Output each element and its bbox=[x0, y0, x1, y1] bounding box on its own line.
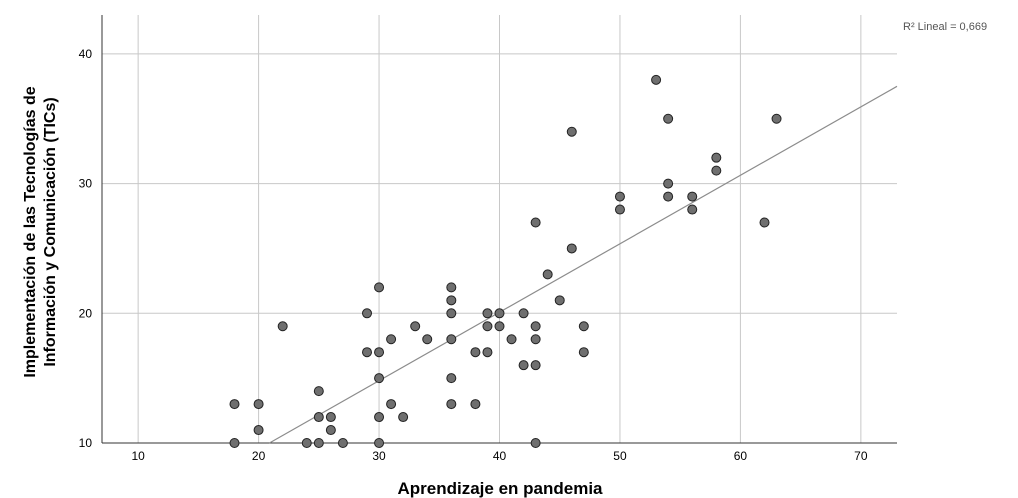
data-point bbox=[446, 334, 457, 345]
data-point bbox=[663, 113, 674, 124]
data-point bbox=[771, 113, 782, 124]
data-point bbox=[542, 269, 553, 280]
fit-line-group bbox=[269, 85, 898, 444]
y-axis-title: Implementación de las Tecnologías de Inf… bbox=[22, 86, 59, 377]
r2-label: R² Lineal = 0,669 bbox=[903, 21, 987, 33]
x-tick-label: 60 bbox=[734, 449, 748, 463]
data-point bbox=[386, 399, 397, 410]
data-point bbox=[578, 321, 589, 332]
y-axis-title-line-2: Información y Comunicación (TICs) bbox=[42, 97, 59, 366]
data-point bbox=[374, 347, 385, 358]
x-axis-title: Aprendizaje en pandemia bbox=[398, 479, 604, 498]
data-point bbox=[374, 438, 385, 448]
data-point bbox=[313, 412, 324, 423]
data-point bbox=[253, 399, 264, 410]
data-point bbox=[482, 347, 493, 358]
data-point bbox=[687, 204, 698, 215]
data-point bbox=[398, 412, 409, 423]
data-point bbox=[578, 347, 589, 358]
data-point bbox=[482, 321, 493, 332]
x-tick-label: 40 bbox=[493, 449, 507, 463]
y-tick-label: 40 bbox=[79, 47, 93, 61]
data-point bbox=[325, 425, 336, 436]
data-point bbox=[494, 321, 505, 332]
data-point bbox=[651, 74, 662, 85]
y-tick-label: 10 bbox=[79, 436, 93, 450]
data-point bbox=[530, 334, 541, 345]
data-point bbox=[494, 308, 505, 319]
data-point bbox=[374, 282, 385, 293]
data-point bbox=[687, 191, 698, 202]
data-point bbox=[446, 295, 457, 306]
data-point bbox=[386, 334, 397, 345]
data-point bbox=[325, 412, 336, 423]
x-tick-label: 70 bbox=[854, 449, 868, 463]
data-point bbox=[518, 360, 529, 371]
data-point bbox=[566, 126, 577, 137]
data-points bbox=[229, 74, 782, 448]
tick-labels: 10 20 30 40 50 60 70 10 20 30 40 bbox=[79, 47, 868, 463]
data-point bbox=[506, 334, 517, 345]
data-point bbox=[530, 321, 541, 332]
data-point bbox=[530, 217, 541, 228]
data-point bbox=[614, 191, 625, 202]
data-point bbox=[711, 152, 722, 163]
x-tick-label: 30 bbox=[372, 449, 386, 463]
y-tick-label: 20 bbox=[79, 306, 93, 320]
data-point bbox=[530, 360, 541, 371]
data-point bbox=[277, 321, 288, 332]
x-tick-label: 20 bbox=[252, 449, 266, 463]
fit-line bbox=[269, 85, 898, 444]
data-point bbox=[362, 308, 372, 319]
data-point bbox=[759, 217, 770, 228]
data-point bbox=[470, 399, 481, 410]
y-axis-title-line-1: Implementación de las Tecnologías de bbox=[22, 86, 39, 377]
data-point bbox=[229, 438, 240, 448]
data-point bbox=[663, 191, 674, 202]
data-point bbox=[337, 438, 348, 448]
data-point bbox=[518, 308, 529, 319]
grid bbox=[102, 15, 897, 444]
data-point bbox=[663, 178, 674, 189]
data-point bbox=[446, 399, 457, 410]
data-point bbox=[253, 425, 264, 436]
data-point bbox=[470, 347, 481, 358]
y-tick-label: 30 bbox=[79, 177, 93, 191]
data-point bbox=[301, 438, 312, 448]
data-point bbox=[446, 308, 457, 319]
data-point bbox=[229, 399, 240, 410]
data-point bbox=[374, 412, 385, 423]
data-point bbox=[313, 438, 324, 448]
data-point bbox=[446, 373, 457, 384]
data-point bbox=[410, 321, 421, 332]
data-point bbox=[482, 308, 493, 319]
data-point bbox=[422, 334, 433, 345]
data-point bbox=[614, 204, 625, 215]
data-point bbox=[530, 438, 541, 448]
data-point bbox=[362, 347, 372, 358]
x-tick-label: 10 bbox=[131, 449, 145, 463]
data-point bbox=[313, 386, 324, 397]
data-point bbox=[554, 295, 565, 306]
data-point bbox=[566, 243, 577, 254]
data-point bbox=[446, 282, 457, 293]
data-point bbox=[374, 373, 385, 384]
x-tick-label: 50 bbox=[613, 449, 627, 463]
data-point bbox=[711, 165, 722, 176]
